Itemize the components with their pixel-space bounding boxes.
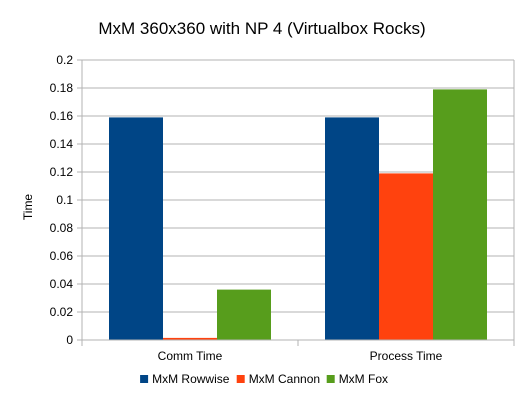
bar-mxm-rowwise-process-time [325,117,379,341]
y-tick-label: 0.06 [50,249,74,263]
bar-mxm-cannon-comm-time [163,337,217,340]
legend-item: MxM Rowwise [140,372,230,386]
legend-item: MxM Cannon [236,372,320,386]
legend-label: MxM Cannon [249,372,320,386]
bars [109,89,487,341]
bar-mxm-rowwise-comm-time [109,117,163,341]
x-category-label: Process Time [370,349,443,363]
y-tick-label: 0.02 [50,305,74,319]
legend-label: MxM Rowwise [152,372,230,386]
legend-swatch [140,375,149,383]
legend-swatch [236,375,245,383]
y-tick-label: 0.2 [56,53,73,67]
x-category-label: Comm Time [158,349,223,363]
chart-title: MxM 360x360 with NP 4 (Virtualbox Rocks) [98,19,425,38]
legend-swatch [326,375,335,383]
legend: MxM Rowwise MxM Cannon MxM Fox [140,372,388,386]
y-tick-label: 0.04 [50,277,74,291]
tick-labels: 0 0.02 0.04 0.06 0.08 0.1 0.12 0.14 0.16 0.18 0.2 C… [50,53,443,363]
legend-label: MxM Fox [339,372,388,386]
legend-item: MxM Fox [326,372,388,386]
y-axis-label: Time [21,194,35,221]
bar-mxm-cannon-process-time [379,173,433,340]
bar-mxm-fox-process-time [433,89,487,341]
y-tick-label: 0.14 [50,137,74,151]
y-tick-label: 0.12 [50,165,74,179]
axes [77,59,515,346]
y-tick-label: 0.1 [56,193,73,207]
bar-mxm-fox-comm-time [217,289,271,340]
y-tick-label: 0.08 [50,221,74,235]
y-tick-label: 0.16 [50,109,74,123]
y-tick-label: 0.18 [50,81,74,95]
y-tick-label: 0 [66,333,73,347]
